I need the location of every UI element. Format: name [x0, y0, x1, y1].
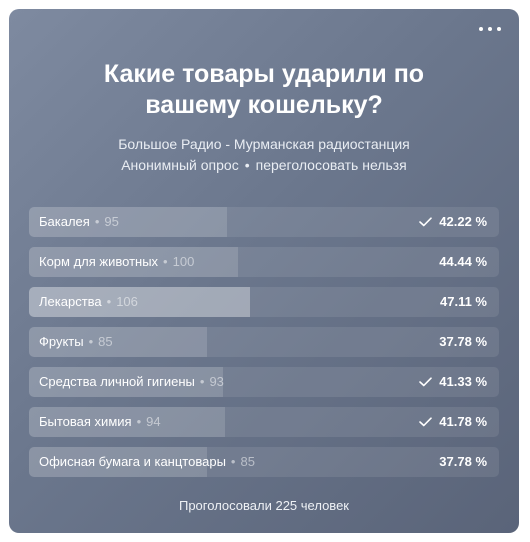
option-result-bar [29, 447, 207, 477]
option-label-wrap: Лекарства • 106 [39, 287, 138, 317]
option-result: 41.78 % [419, 407, 487, 437]
poll-card: Какие товары ударили по вашему кошельку?… [9, 9, 519, 533]
option-vote-count: 94 [146, 414, 161, 429]
poll-option[interactable]: Офисная бумага и канцтовары • 85 37.78 % [29, 447, 499, 477]
option-separator: • [94, 214, 100, 229]
option-percent: 41.33 % [439, 374, 487, 389]
option-label: Бытовая химия [39, 414, 132, 429]
option-result: 37.78 % [439, 327, 487, 357]
poll-option[interactable]: Средства личной гигиены • 93 41.33 % [29, 367, 499, 397]
option-vote-count: 85 [98, 334, 113, 349]
total-votes[interactable]: Проголосовали 225 человек [178, 498, 349, 513]
option-label-wrap: Средства личной гигиены • 93 [39, 367, 224, 397]
option-separator: • [199, 374, 205, 389]
option-vote-count: 85 [240, 454, 255, 469]
option-label: Лекарства [39, 294, 102, 309]
more-horizontal-icon [479, 27, 483, 31]
option-result-bar [29, 327, 207, 357]
check-icon [419, 377, 433, 387]
poll-options: Бакалея • 95 42.22 % Корм для животных • 100… [29, 207, 499, 487]
more-horizontal-icon-dot [497, 27, 501, 31]
option-label-wrap: Корм для животных • 100 [39, 247, 194, 277]
option-result: 37.78 % [439, 447, 487, 477]
poll-title-line1: Какие товары ударили по [103, 60, 425, 88]
more-options-button[interactable] [479, 23, 501, 35]
option-separator: • [230, 454, 236, 469]
option-result-bar [29, 247, 238, 277]
option-label-wrap: Бытовая химия • 94 [39, 407, 161, 437]
option-percent: 37.78 % [439, 334, 487, 349]
option-separator: • [163, 254, 168, 269]
poll-option[interactable]: Фрукты • 85 37.78 % [29, 327, 499, 357]
option-label: Бакалея [39, 214, 90, 229]
poll-author[interactable]: Большое Радио - Мурманская радиостанция [118, 136, 410, 152]
option-label-wrap: Бакалея • 95 [39, 207, 119, 237]
poll-option[interactable]: Лекарства • 106 47.11 % [29, 287, 499, 317]
option-result-bar [29, 207, 228, 237]
option-result: 41.33 % [419, 367, 487, 397]
option-result-bar [29, 367, 224, 397]
option-result-bar [29, 407, 226, 437]
meta-separator: • [244, 157, 250, 173]
option-vote-count: 93 [209, 374, 224, 389]
option-percent: 44.44 % [439, 254, 487, 269]
option-vote-count: 100 [172, 254, 195, 269]
option-result: 44.44 % [439, 247, 487, 277]
option-separator: • [106, 294, 112, 309]
poll-option[interactable]: Корм для животных • 100 44.44 % [29, 247, 499, 277]
poll-meta: Анонимный опрос • переголосовать нельзя [9, 156, 519, 174]
option-vote-count: 106 [116, 294, 138, 309]
option-vote-count: 95 [104, 214, 119, 229]
option-result: 42.22 % [419, 207, 487, 237]
option-percent: 37.78 % [439, 454, 487, 469]
more-horizontal-icon-dot [488, 27, 492, 31]
option-label-wrap: Фрукты • 85 [39, 327, 113, 357]
poll-revote-status: переголосовать нельзя [255, 157, 407, 173]
check-icon [419, 417, 433, 427]
option-separator: • [88, 334, 94, 349]
option-label: Фрукты [39, 334, 84, 349]
option-label: Корм для животных [39, 254, 159, 269]
option-label: Офисная бумага и канцтовары [39, 454, 226, 469]
option-percent: 47.11 % [440, 294, 487, 309]
option-label: Средства личной гигиены [39, 374, 195, 389]
poll-type: Анонимный опрос [121, 157, 239, 173]
option-result: 47.11 % [440, 287, 487, 317]
option-percent: 42.22 % [439, 214, 487, 229]
option-separator: • [136, 414, 142, 429]
option-label-wrap: Офисная бумага и канцтовары • 85 [39, 447, 255, 477]
poll-title: Какие товары ударили по вашему кошельку? [29, 59, 499, 121]
poll-title-line2: вашему кошельку? [145, 91, 383, 119]
check-icon [419, 217, 433, 227]
option-percent: 41.78 % [439, 414, 487, 429]
option-result-bar [29, 287, 251, 317]
poll-option[interactable]: Бакалея • 95 42.22 % [29, 207, 499, 237]
poll-option[interactable]: Бытовая химия • 94 41.78 % [29, 407, 499, 437]
